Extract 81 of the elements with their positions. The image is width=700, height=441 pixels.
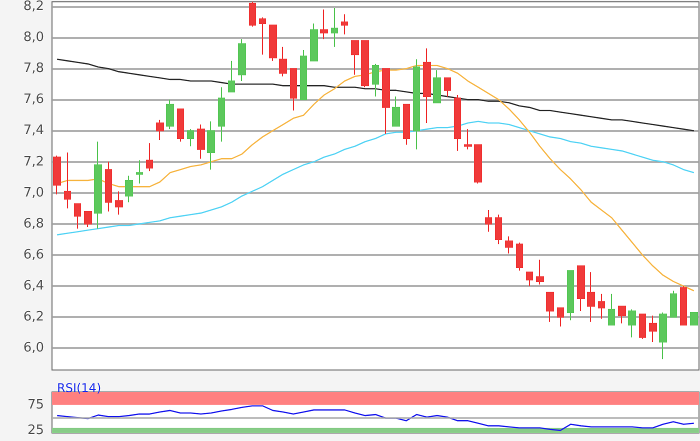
candlestick bbox=[546, 292, 554, 322]
candlestick bbox=[577, 265, 585, 312]
candlestick bbox=[392, 96, 400, 127]
candlestick bbox=[433, 70, 441, 104]
candlestick bbox=[125, 175, 133, 203]
candlestick bbox=[290, 68, 297, 112]
y-tick-label: 6,8 bbox=[23, 216, 44, 232]
candlestick bbox=[341, 14, 348, 35]
candlestick bbox=[84, 211, 92, 228]
y-tick-label: 6,0 bbox=[23, 340, 44, 356]
candlestick bbox=[403, 104, 410, 146]
candlestick bbox=[454, 94, 461, 152]
y-tick-label: 7,8 bbox=[23, 61, 44, 76]
candlestick bbox=[587, 272, 595, 322]
y-tick-label: 6,4 bbox=[23, 278, 44, 294]
candlestick bbox=[474, 144, 482, 184]
candlestick bbox=[320, 9, 328, 40]
candlestick bbox=[249, 1, 256, 28]
y-tick-label: 6,2 bbox=[23, 310, 44, 325]
candlestick bbox=[146, 142, 153, 172]
line-series bbox=[56, 405, 695, 432]
candlestick bbox=[557, 307, 564, 327]
candlestick bbox=[608, 293, 615, 326]
line-series bbox=[56, 58, 695, 132]
candlestick bbox=[680, 286, 687, 326]
candlestick bbox=[659, 312, 667, 360]
candlestick bbox=[567, 270, 574, 321]
candlestick bbox=[228, 60, 235, 92]
chart-title: RSI(14) bbox=[57, 381, 102, 395]
candlestick bbox=[197, 124, 205, 160]
line-series bbox=[56, 120, 695, 236]
candlestick bbox=[136, 160, 143, 184]
candlestick bbox=[670, 290, 677, 318]
y-tick-label: 7,4 bbox=[23, 123, 44, 138]
candlestick bbox=[618, 306, 626, 324]
candlestick bbox=[310, 23, 318, 62]
candlestick bbox=[413, 58, 420, 150]
candlestick bbox=[526, 272, 533, 287]
candlestick bbox=[628, 308, 636, 338]
candlestick bbox=[207, 120, 215, 170]
y-tick-label: 75 bbox=[27, 397, 44, 412]
candlestick bbox=[94, 141, 102, 230]
y-tick-label: 7,6 bbox=[23, 92, 44, 108]
candlestick bbox=[259, 16, 266, 56]
candlestick bbox=[300, 49, 307, 100]
candlestick bbox=[485, 209, 492, 232]
y-tick-label: 6,6 bbox=[23, 248, 44, 263]
y-tick-label: 7,0 bbox=[23, 185, 44, 200]
candlestick bbox=[516, 242, 523, 272]
candlestick bbox=[187, 128, 194, 147]
candlestick bbox=[156, 119, 164, 141]
candlestick bbox=[382, 68, 390, 134]
candlestick bbox=[177, 108, 184, 142]
candlestick bbox=[238, 38, 246, 82]
candlestick bbox=[64, 152, 71, 209]
candlestick bbox=[115, 190, 123, 216]
y-tick-label: 8,2 bbox=[23, 0, 44, 14]
candlestick bbox=[53, 155, 61, 195]
candlestick bbox=[351, 40, 359, 76]
candlestick bbox=[649, 315, 657, 343]
candlestick bbox=[495, 214, 502, 245]
y-tick-label: 8,0 bbox=[23, 30, 44, 46]
candlestick bbox=[598, 293, 605, 320]
candlestick bbox=[423, 48, 431, 124]
candlestick bbox=[444, 77, 451, 98]
candlestick bbox=[166, 99, 174, 130]
candlestick bbox=[372, 63, 379, 98]
candlestick bbox=[361, 40, 369, 88]
candlestick bbox=[536, 259, 544, 286]
y-tick-label: 25 bbox=[27, 422, 44, 438]
candlestick bbox=[74, 203, 81, 230]
y-tick-label: 7,2 bbox=[23, 154, 44, 170]
candlestick bbox=[639, 314, 646, 340]
candlestick bbox=[105, 161, 112, 212]
candlestick bbox=[331, 7, 338, 48]
candlestick bbox=[464, 128, 472, 150]
candlestick bbox=[505, 236, 513, 254]
candlestick bbox=[269, 24, 277, 62]
candlestick bbox=[690, 312, 698, 326]
candlestick bbox=[218, 86, 225, 142]
candlestick bbox=[279, 46, 287, 77]
